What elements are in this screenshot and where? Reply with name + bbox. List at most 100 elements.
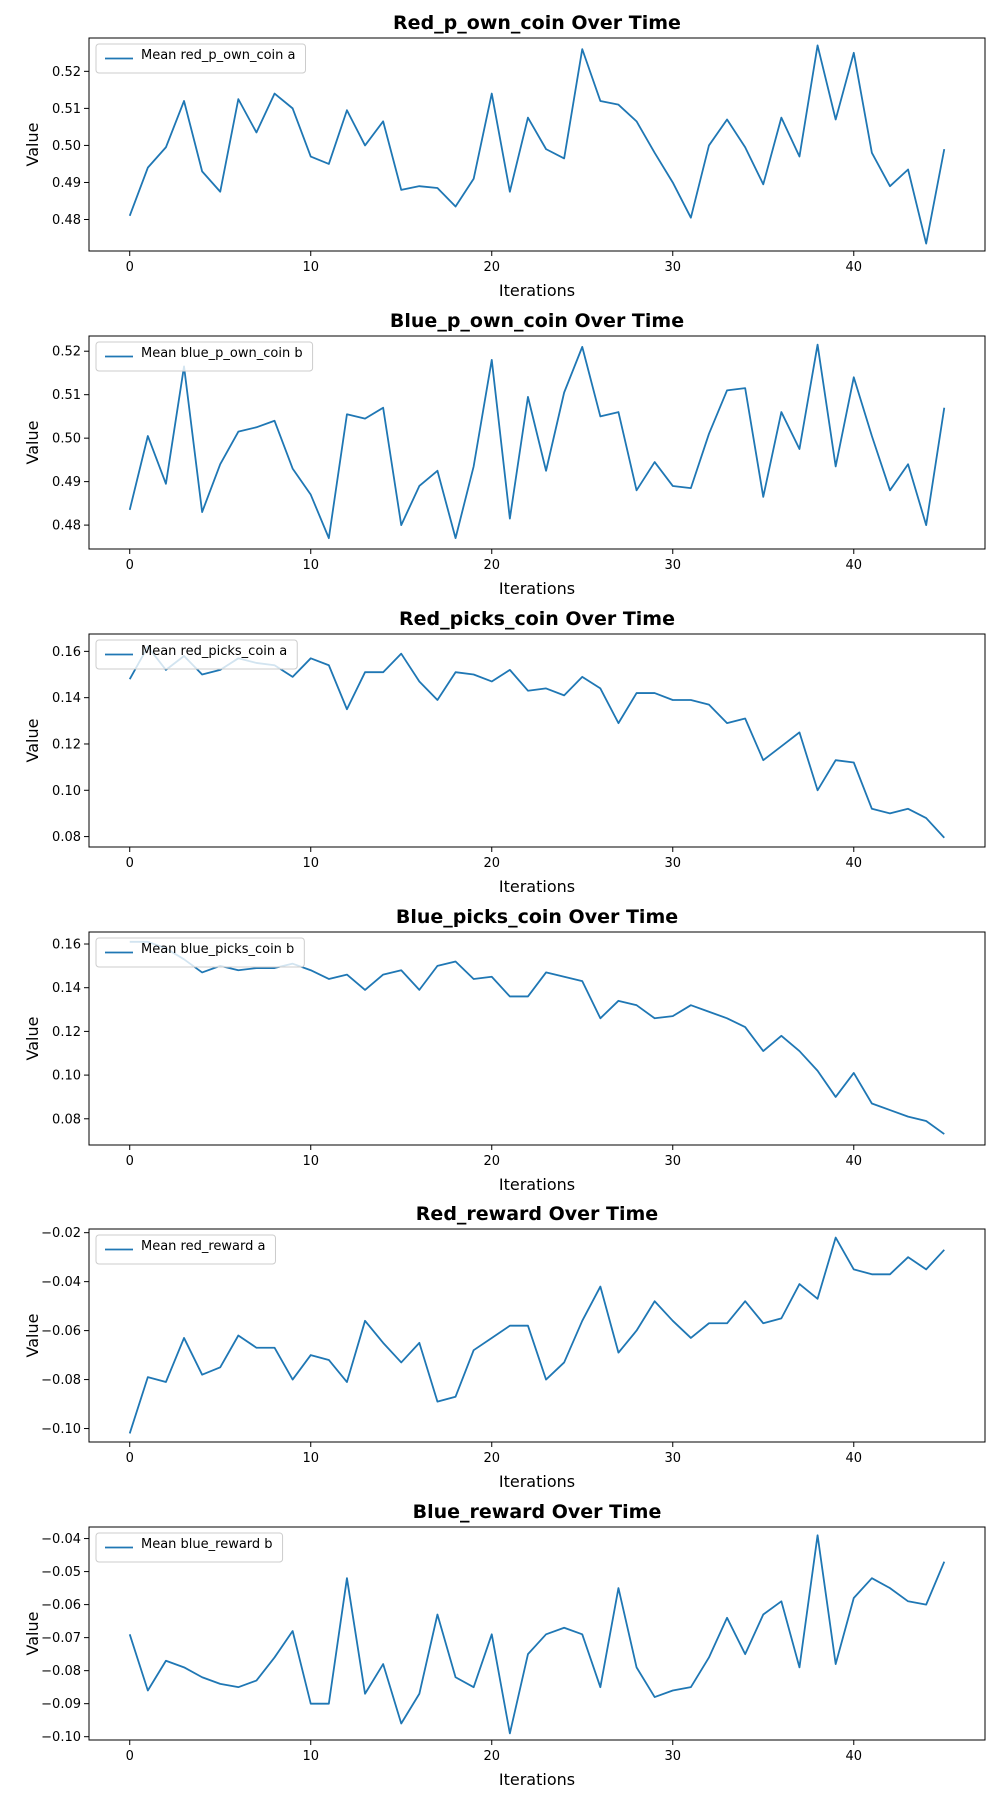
subplot-3: Red_picks_coin Over Time 0 10 20 30 40 0.08 0.1… [23, 608, 986, 896]
legend: Mean blue_reward b [95, 1532, 284, 1563]
y-tick-label: −0.08 [41, 1373, 81, 1388]
y-tick-label: −0.04 [41, 1275, 81, 1290]
legend: Mean red_reward a [95, 1234, 276, 1265]
axes-frame [88, 931, 986, 1146]
x-tick-label: 20 [483, 558, 500, 573]
y-tick-label: −0.06 [41, 1598, 81, 1613]
legend-label: Mean red_reward a [141, 1239, 265, 1254]
y-tick-label: −0.07 [41, 1631, 81, 1646]
x-axis-label: Iterations [499, 877, 575, 896]
x-tick-label: 40 [845, 1154, 862, 1169]
y-tick-label: 0.10 [52, 1069, 81, 1084]
x-tick-label: 40 [845, 1749, 862, 1764]
axes-frame [88, 1228, 986, 1443]
series-line [128, 343, 946, 540]
subplot-6: Blue_reward Over Time 0 10 20 30 40 −0.10 −0.09… [23, 1501, 986, 1789]
subplot-5: Red_reward Over Time 0 10 20 30 40 −0.10 −0.08 −… [23, 1203, 986, 1491]
series-line [128, 645, 945, 839]
y-tick-label: −0.04 [41, 1532, 81, 1547]
x-axis-label: Iterations [499, 1770, 575, 1789]
y-tick-label: 0.08 [52, 1112, 81, 1127]
y-axis-label: Value [23, 1612, 42, 1656]
axes-frame [88, 633, 986, 848]
y-tick-label: 0.12 [52, 1025, 81, 1040]
y-axis-label: Value [23, 1314, 42, 1358]
x-tick-label: 10 [302, 260, 319, 275]
legend-box [95, 43, 306, 74]
y-tick-label: 0.10 [52, 784, 81, 799]
legend: Mean red_p_own_coin a [95, 43, 306, 74]
legend: Mean blue_p_own_coin b [95, 341, 314, 372]
chart-title: Red_p_own_coin Over Time [393, 12, 681, 34]
x-axis-label: Iterations [499, 281, 575, 300]
series-line [128, 1236, 945, 1434]
legend-label: Mean blue_reward b [141, 1537, 273, 1552]
series-line [128, 1534, 946, 1735]
y-tick-label: 0.16 [52, 645, 81, 660]
x-tick-label: 0 [126, 856, 134, 871]
y-tick-label: 0.50 [52, 432, 81, 447]
legend: Mean red_picks_coin a [95, 639, 298, 670]
chart-title: Red_reward Over Time [416, 1203, 658, 1225]
y-tick-label: 0.51 [52, 388, 81, 403]
chart-title: Blue_picks_coin Over Time [396, 906, 678, 928]
x-tick-label: 10 [302, 856, 319, 871]
y-tick-label: −0.02 [41, 1226, 81, 1241]
x-tick-label: 10 [302, 1749, 319, 1764]
x-tick-label: 10 [302, 558, 319, 573]
y-tick-label: 0.49 [52, 176, 81, 191]
legend-label: Mean blue_p_own_coin b [141, 346, 303, 361]
y-axis-label: Value [23, 1017, 42, 1061]
x-tick-label: 30 [664, 1451, 681, 1466]
x-tick-label: 0 [126, 558, 134, 573]
legend-box [95, 341, 314, 372]
x-tick-label: 20 [483, 1749, 500, 1764]
legend-box [95, 639, 298, 670]
y-tick-label: 0.14 [52, 691, 81, 706]
x-tick-label: 40 [845, 1451, 862, 1466]
x-tick-label: 20 [483, 1154, 500, 1169]
y-tick-label: 0.52 [52, 65, 81, 80]
x-tick-label: 0 [126, 1154, 134, 1169]
x-tick-label: 30 [664, 558, 681, 573]
y-tick-label: −0.05 [41, 1565, 81, 1580]
x-tick-label: 40 [845, 856, 862, 871]
y-tick-label: 0.12 [52, 737, 81, 752]
x-tick-label: 20 [483, 260, 500, 275]
x-tick-label: 0 [126, 1451, 134, 1466]
subplot-2: Blue_p_own_coin Over Time 0 10 20 30 40 0.48 0.… [23, 310, 986, 598]
x-tick-label: 10 [302, 1451, 319, 1466]
x-tick-label: 40 [845, 558, 862, 573]
x-tick-label: 20 [483, 856, 500, 871]
legend-label: Mean blue_picks_coin b [141, 942, 294, 957]
x-axis-label: Iterations [499, 1175, 575, 1194]
x-tick-label: 30 [664, 856, 681, 871]
y-tick-label: 0.16 [52, 938, 81, 953]
x-tick-label: 30 [664, 1154, 681, 1169]
legend: Mean blue_picks_coin b [95, 937, 305, 968]
axes-frame [88, 335, 986, 550]
legend-label: Mean red_p_own_coin a [141, 48, 296, 63]
x-tick-label: 10 [302, 1154, 319, 1169]
y-tick-label: −0.10 [41, 1422, 81, 1437]
y-axis-label: Value [23, 421, 42, 465]
x-tick-label: 0 [126, 260, 134, 275]
y-tick-label: 0.48 [52, 213, 81, 228]
y-tick-label: 0.14 [52, 981, 81, 996]
x-tick-label: 40 [845, 260, 862, 275]
subplot-4: Blue_picks_coin Over Time 0 10 20 30 40 0.08 0.… [23, 906, 986, 1194]
chart-title: Blue_reward Over Time [413, 1501, 662, 1523]
legend-label: Mean red_picks_coin a [141, 644, 287, 659]
chart-title: Blue_p_own_coin Over Time [390, 310, 684, 332]
x-tick-label: 20 [483, 1451, 500, 1466]
y-axis-label: Value [23, 719, 42, 763]
axes-frame [88, 1526, 986, 1741]
y-tick-label: −0.08 [41, 1664, 81, 1679]
series-line [128, 44, 946, 245]
x-axis-label: Iterations [499, 579, 575, 598]
subplot-1: Red_p_own_coin Over Time 0 10 20 30 40 0.48 0.4… [23, 12, 986, 300]
y-tick-label: 0.48 [52, 519, 81, 534]
y-tick-label: 0.08 [52, 830, 81, 845]
x-tick-label: 30 [664, 260, 681, 275]
y-tick-label: 0.49 [52, 475, 81, 490]
